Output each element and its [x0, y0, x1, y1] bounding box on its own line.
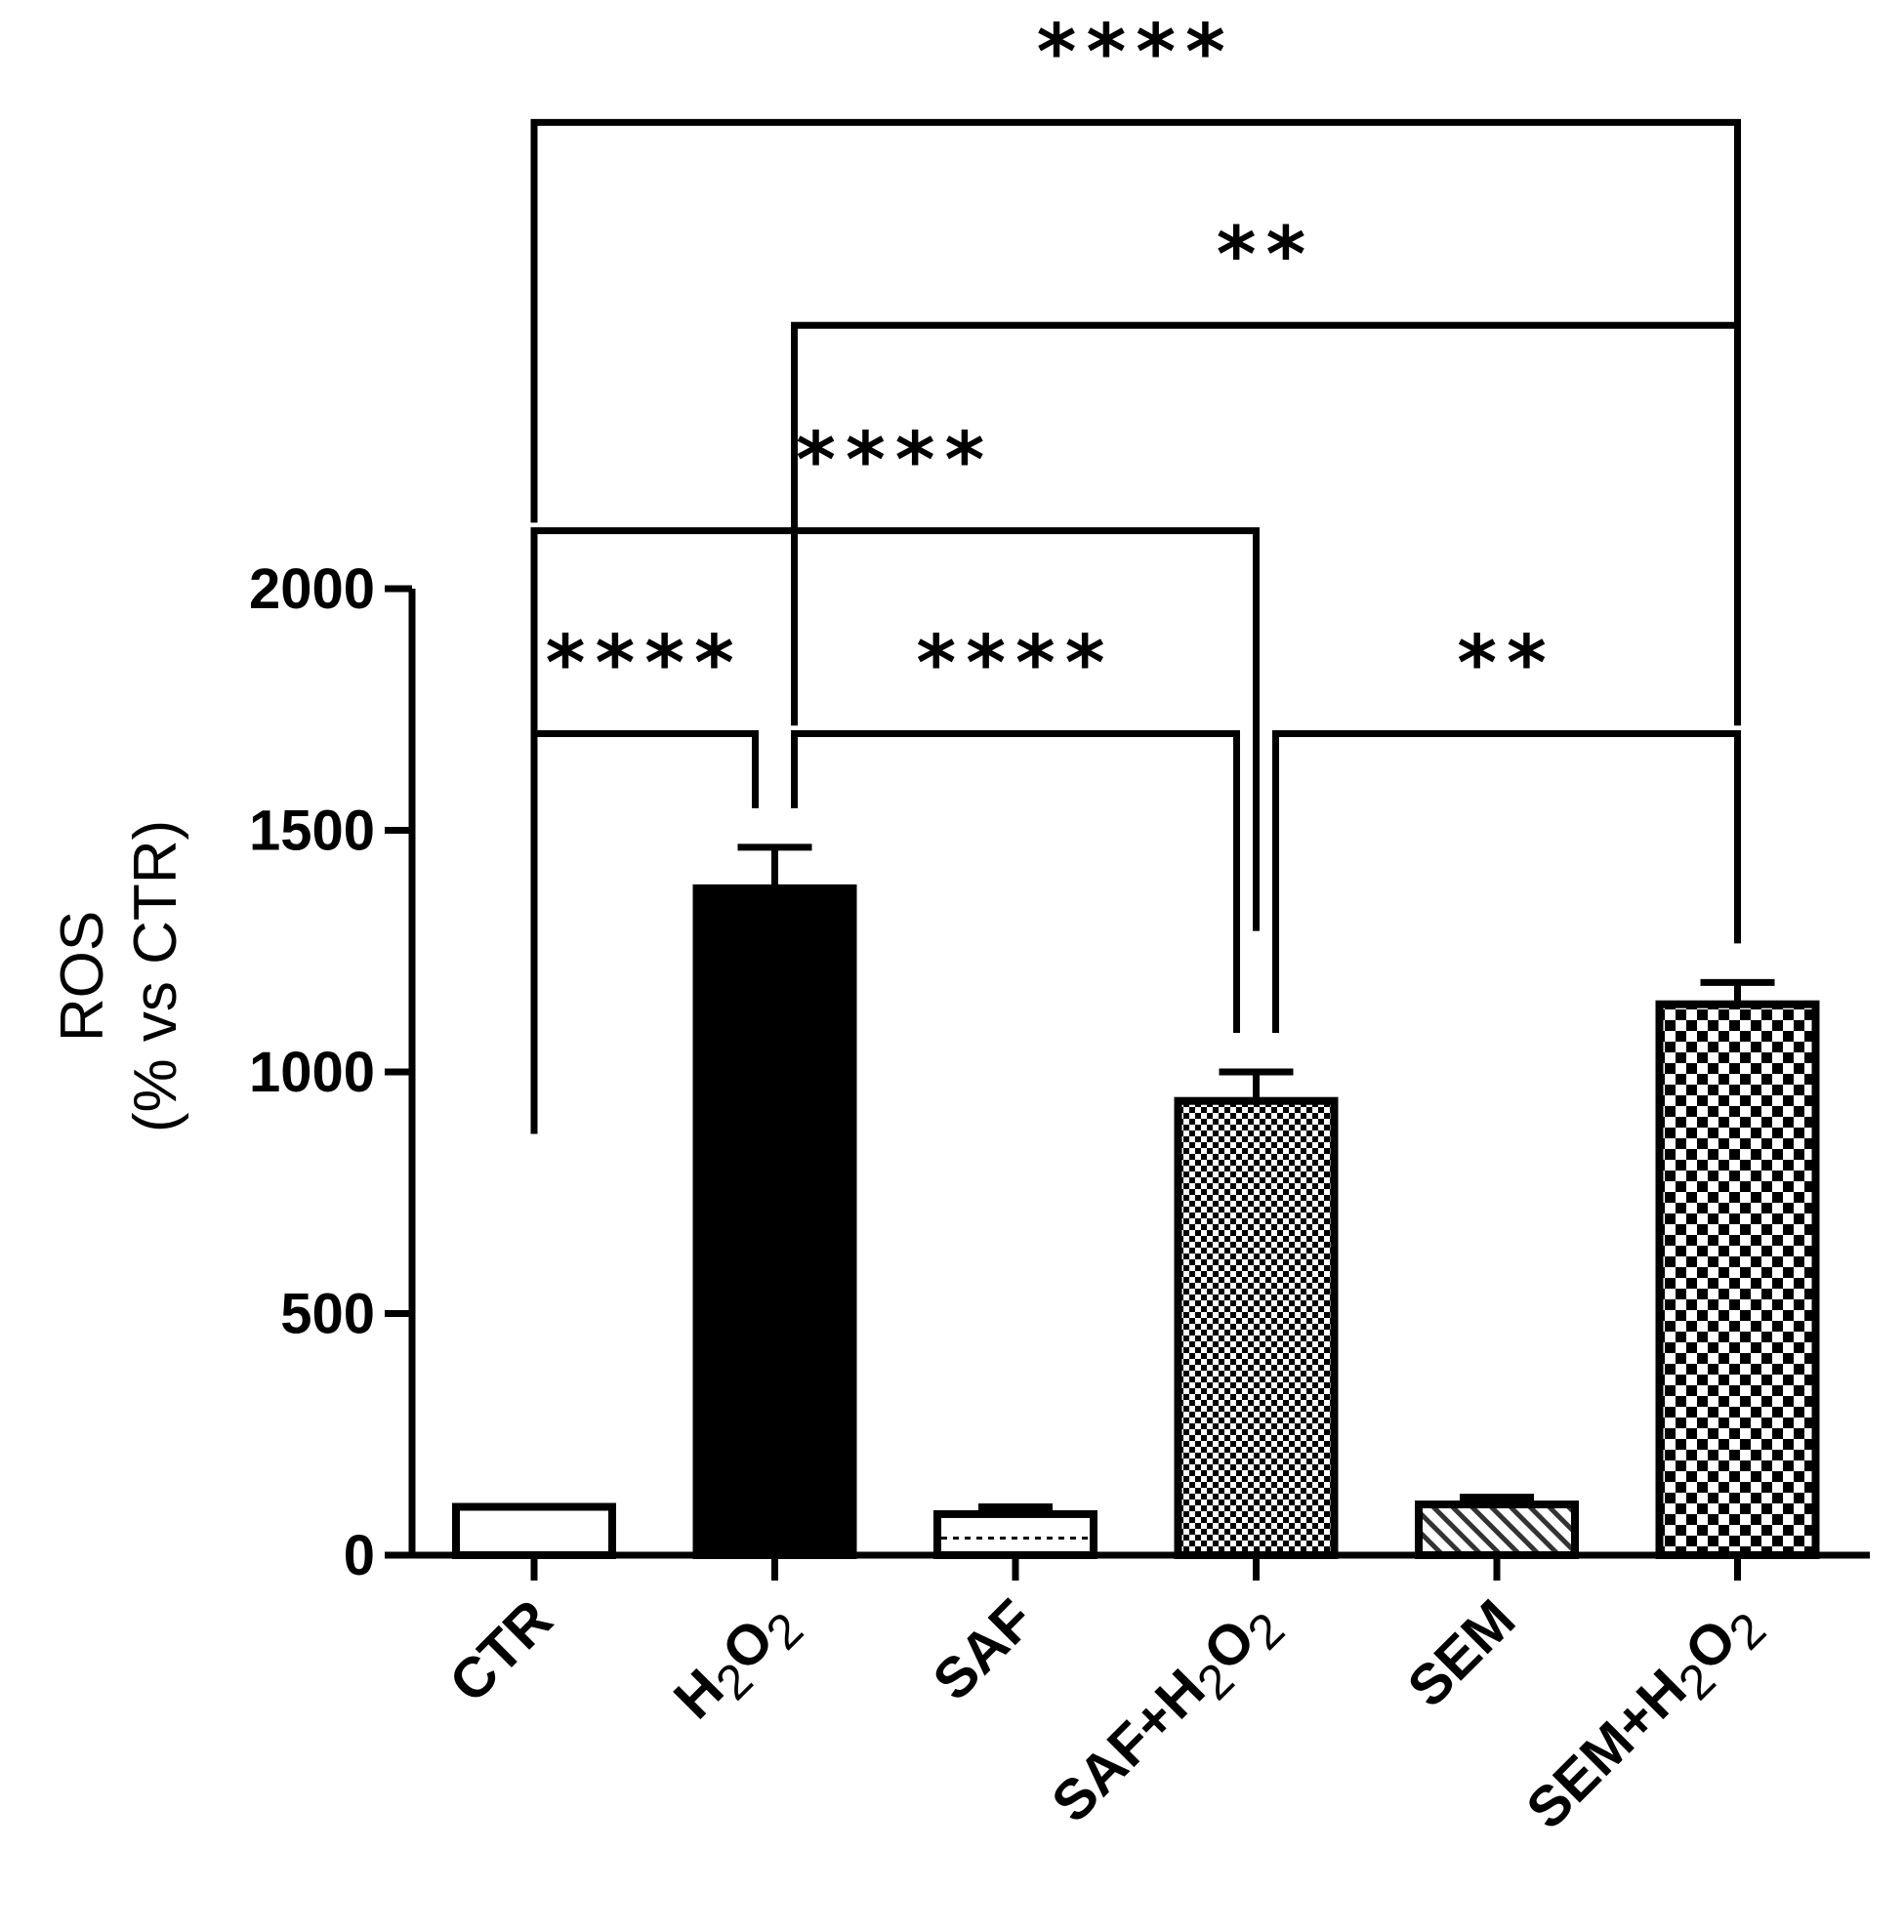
significance-bracket	[1272, 730, 1741, 1033]
category-label-text: SEM	[1395, 1587, 1527, 1719]
category-label: SAF	[921, 1587, 1046, 1712]
significance-bracket	[791, 730, 1240, 1033]
x-axis	[409, 1551, 1870, 1581]
y-tick-label: 500	[280, 1283, 375, 1346]
significance-bracket	[530, 118, 1741, 523]
category-label-text: CTR	[437, 1587, 564, 1714]
y-axis-title-line1: ROS	[49, 911, 116, 1042]
significance-label: **	[1217, 212, 1316, 300]
category-label: SEM	[1395, 1587, 1527, 1719]
y-axis: 0 500 1000 1500 2000	[249, 557, 416, 1587]
bar	[1415, 1500, 1579, 1560]
bars	[452, 843, 1820, 1560]
category-label: SEM+H2O2	[1514, 1587, 1776, 1849]
bar	[1174, 1096, 1339, 1559]
significance-label: **	[1457, 621, 1556, 709]
category-label-text: SEM+H2O2	[1514, 1587, 1776, 1849]
category-label-text: SAF+H2O2	[1040, 1587, 1295, 1842]
category-label-text: SAF	[921, 1587, 1046, 1712]
significance-bracket	[530, 730, 759, 1134]
category-label: H2O2	[662, 1587, 813, 1739]
significance-bracket	[791, 321, 1741, 726]
y-tick-label: 0	[344, 1524, 375, 1587]
significance-label: ****	[916, 621, 1114, 709]
y-axis-title-line2: (% vs CTR)	[122, 820, 189, 1132]
y-tick-label: 1500	[249, 800, 375, 863]
significance-label: ****	[1037, 9, 1235, 97]
bar	[1655, 1000, 1820, 1559]
category-label: CTR	[437, 1587, 564, 1714]
bar	[692, 884, 857, 1559]
significance-label: ****	[796, 418, 994, 506]
y-tick-label: 2000	[249, 557, 375, 621]
category-label-text: H2O2	[662, 1587, 813, 1739]
significance-brackets: **** **** ************	[530, 9, 1741, 1134]
significance-bracket	[530, 527, 1260, 931]
y-axis-title: ROS (% vs CTR)	[49, 820, 189, 1132]
bar	[452, 1502, 616, 1559]
significance-label: ****	[546, 621, 744, 709]
category-label: SAF+H2O2	[1040, 1587, 1295, 1842]
bar	[933, 1509, 1097, 1560]
y-tick-label: 1000	[249, 1041, 375, 1104]
